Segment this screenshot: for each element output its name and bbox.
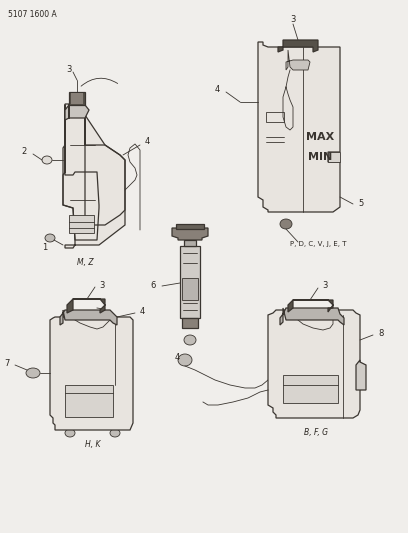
Bar [266, 112, 284, 122]
Text: 2: 2 [22, 148, 27, 157]
Ellipse shape [280, 219, 292, 229]
Polygon shape [67, 299, 105, 313]
Text: 4: 4 [145, 138, 150, 147]
Bar [283, 375, 338, 403]
Polygon shape [288, 300, 333, 312]
Text: 5: 5 [358, 199, 363, 208]
Text: 7: 7 [4, 359, 10, 367]
Bar [69, 215, 94, 233]
Polygon shape [172, 228, 208, 240]
Ellipse shape [65, 429, 75, 437]
Bar [65, 385, 113, 417]
Text: 3: 3 [67, 66, 72, 75]
Bar [182, 278, 198, 300]
Ellipse shape [184, 335, 196, 345]
Ellipse shape [45, 234, 55, 242]
Ellipse shape [42, 156, 52, 164]
Polygon shape [69, 92, 85, 105]
Polygon shape [356, 360, 366, 390]
Polygon shape [176, 224, 204, 229]
Text: P, D, C, V, J, E, T: P, D, C, V, J, E, T [290, 241, 346, 247]
Polygon shape [184, 240, 196, 246]
Polygon shape [65, 104, 89, 120]
Polygon shape [280, 308, 344, 325]
Text: 3: 3 [99, 280, 104, 289]
Ellipse shape [26, 368, 40, 378]
Polygon shape [71, 93, 83, 104]
Text: 1: 1 [42, 244, 47, 253]
Polygon shape [50, 317, 133, 430]
Polygon shape [258, 42, 340, 212]
Polygon shape [268, 310, 360, 418]
Text: 4: 4 [175, 353, 180, 362]
Polygon shape [180, 246, 200, 318]
Ellipse shape [178, 354, 192, 366]
Polygon shape [278, 40, 318, 52]
Text: 4: 4 [140, 306, 145, 316]
Polygon shape [60, 310, 117, 325]
Text: 3: 3 [290, 15, 296, 25]
Text: 3: 3 [322, 281, 327, 290]
Text: 8: 8 [378, 328, 384, 337]
Text: H, K: H, K [85, 440, 101, 449]
Text: MIN: MIN [308, 152, 332, 162]
Text: 5107 1600 A: 5107 1600 A [8, 10, 57, 19]
Polygon shape [286, 50, 310, 70]
Text: B, F, G: B, F, G [304, 427, 328, 437]
Polygon shape [63, 104, 125, 248]
Text: 4: 4 [215, 85, 220, 93]
Bar [328, 152, 340, 162]
Text: M, Z: M, Z [77, 257, 93, 266]
Text: 6: 6 [151, 281, 156, 290]
Polygon shape [182, 318, 198, 328]
Ellipse shape [110, 429, 120, 437]
Text: MAX: MAX [306, 132, 334, 142]
